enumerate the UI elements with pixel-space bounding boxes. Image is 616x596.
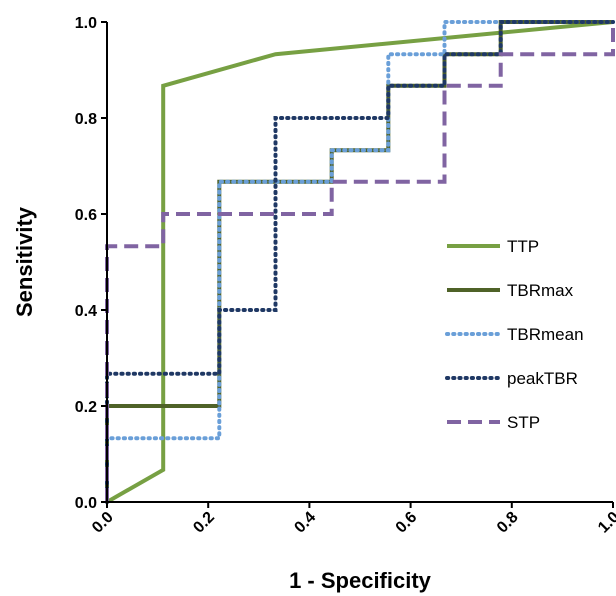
legend-label-peaktbr: peakTBR [507,369,578,388]
ticks: 0.0 0.2 0.4 0.6 0.8 1.0 0.0 0.2 0.4 0.6 0.8 1.0 [75,15,616,537]
x-tick-label: 0.4 [291,509,319,537]
x-tick-label: 0.0 [89,509,117,537]
y-tick-label: 1.0 [75,15,97,32]
x-tick-label: 0.2 [190,509,218,537]
legend-label-stp: STP [507,413,540,432]
legend-label-tbrmean: TBRmean [507,325,584,344]
series-layer [105,20,615,504]
x-tick-label: 1.0 [595,509,616,537]
series-line-ttp [106,20,614,504]
series-line-stp [105,22,615,502]
y-tick-label: 0.6 [75,207,97,224]
x-axis-title: 1 - Specificity [289,568,432,593]
axes [106,22,613,503]
legend-label-ttp: TTP [507,237,539,256]
legend: TTP TBRmax TBRmean peakTBR STP [445,237,584,432]
y-tick-label: 0.0 [75,495,97,512]
x-tick-label: 0.6 [393,509,421,537]
x-tick-label: 0.8 [494,509,522,537]
y-axis-title: Sensitivity [12,206,37,317]
series-line-tbrmean [105,20,615,504]
y-tick-label: 0.4 [75,303,97,320]
y-tick-label: 0.2 [75,399,97,416]
legend-label-tbrmax: TBRmax [507,281,574,300]
y-tick-label: 0.8 [75,111,97,128]
